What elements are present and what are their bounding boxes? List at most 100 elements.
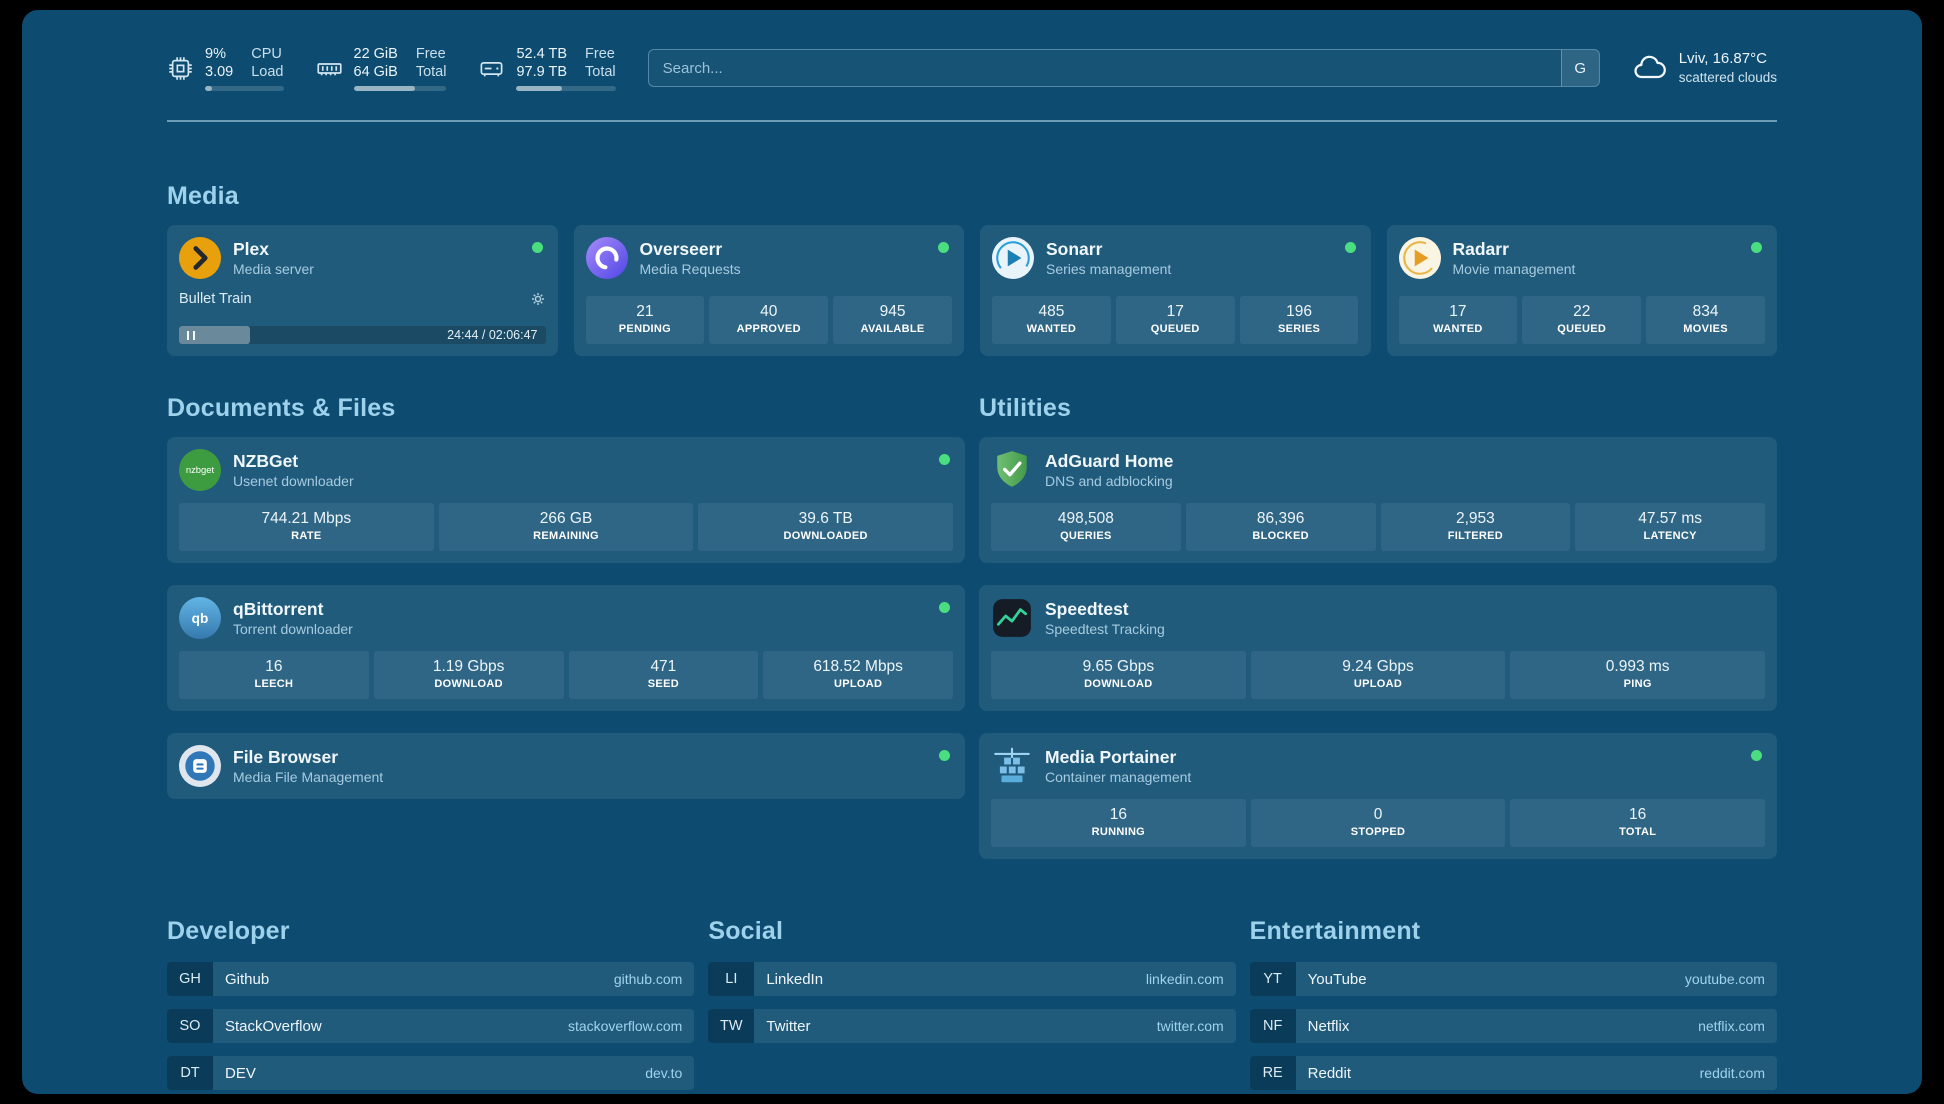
stat-leech: 16 LEECH: [179, 651, 369, 699]
playback-progress-bar[interactable]: 24:44 / 02:06:47: [179, 326, 546, 344]
service-subtitle: Movie management: [1452, 261, 1576, 277]
service-card-adguard[interactable]: AdGuard Home DNS and adblocking 498,508 Q…: [979, 437, 1777, 563]
search-input[interactable]: [648, 50, 1561, 86]
service-card-plex[interactable]: Plex Media server Bullet Train: [167, 225, 558, 356]
service-title: File Browser: [233, 747, 339, 767]
stat-upload: 9.24 Gbps UPLOAD: [1250, 651, 1506, 699]
memory-total-label: Total: [415, 64, 447, 81]
service-subtitle: DNS and adblocking: [1045, 473, 1173, 489]
service-card-qbittorrent[interactable]: qb qBittorrent Torrent downloader 16 LEEC…: [167, 585, 965, 711]
stat-wanted: 485 WANTED: [992, 296, 1111, 344]
weather-location-temp: Lviv, 16.87°C: [1678, 50, 1767, 67]
documents-section: Documents & Files nzbget NZBGet Usenet d…: [167, 394, 965, 859]
cloud-icon: [1632, 50, 1668, 86]
status-dot: [938, 242, 949, 253]
service-title: Overseerr: [639, 239, 723, 259]
memory-free-value: 22 GiB: [353, 46, 398, 63]
filebrowser-icon: [179, 745, 221, 787]
service-card-radarr[interactable]: Radarr Movie management 17 WANTED 22 QUEUE…: [1386, 225, 1777, 356]
svg-text:nzbget: nzbget: [186, 465, 215, 476]
disk-widget: 52.4 TB 97.9 TB Free Total: [478, 45, 616, 91]
stat-seed: 471 SEED: [568, 651, 759, 699]
bookmark-abbr: GH: [167, 962, 213, 996]
stat-queued: 22 QUEUED: [1522, 296, 1642, 344]
search-provider-button[interactable]: G: [1560, 50, 1599, 86]
service-card-portainer[interactable]: Media Portainer Container management 16 R…: [979, 733, 1777, 859]
bookmark-abbr: LI: [708, 962, 755, 996]
utilities-section: Utilities AdGuard Home DNS and adblockin…: [979, 394, 1777, 859]
cpu-usage-value: 9%: [205, 46, 226, 63]
search-bar: G: [647, 49, 1600, 87]
dashboard: 9% 3.09 CPU Load: [22, 10, 1922, 1094]
media-heading: Media: [167, 182, 239, 210]
status-dot: [1751, 750, 1762, 761]
cpu-load-value: 3.09: [205, 64, 234, 81]
stat-download: 1.19 Gbps DOWNLOAD: [373, 651, 564, 699]
service-card-sonarr[interactable]: Sonarr Series management 485 WANTED 17 QUE…: [980, 225, 1371, 356]
bookmarks-developer: Developer GH Github github.com SO StackOv…: [167, 917, 695, 1094]
stat-downloaded: 39.6 TB DOWNLOADED: [698, 503, 954, 551]
bookmark-domain: dev.to: [645, 1065, 683, 1081]
stat-upload: 618.52 Mbps UPLOAD: [763, 651, 953, 699]
bookmark-dev[interactable]: DT DEV dev.to: [167, 1056, 695, 1090]
service-card-overseerr[interactable]: Overseerr Media Requests 21 PENDING 40 APP…: [573, 225, 964, 356]
cpu-widget: 9% 3.09 CPU Load: [167, 45, 284, 91]
stat-ping: 0.993 ms PING: [1510, 651, 1766, 699]
stat-running: 16 RUNNING: [991, 799, 1246, 847]
stat-latency: 47.57 ms LATENCY: [1575, 503, 1765, 551]
bookmark-name: DEV: [225, 1064, 256, 1082]
stat-stopped: 0 STOPPED: [1250, 799, 1506, 847]
now-playing-title: Bullet Train: [179, 291, 252, 307]
service-card-speedtest[interactable]: Speedtest Speedtest Tracking 9.65 Gbps DO…: [979, 585, 1777, 711]
bookmark-domain: reddit.com: [1699, 1065, 1765, 1081]
header-divider: [167, 120, 1777, 122]
bookmark-netflix[interactable]: NF Netflix netflix.com: [1249, 1009, 1777, 1043]
service-title: Media Portainer: [1045, 747, 1177, 767]
bookmark-reddit[interactable]: RE Reddit reddit.com: [1249, 1056, 1777, 1090]
bookmark-github[interactable]: GH Github github.com: [167, 962, 695, 996]
service-card-filebrowser[interactable]: File Browser Media File Management: [167, 733, 965, 799]
memory-free-label: Free: [415, 46, 446, 63]
memory-total-value: 64 GiB: [353, 64, 398, 81]
overseerr-icon: [585, 237, 628, 279]
disk-total-label: Total: [585, 64, 616, 81]
status-dot: [939, 602, 950, 613]
bookmark-abbr: SO: [167, 1009, 213, 1043]
developer-heading: Developer: [167, 917, 290, 945]
stat-series: 196 SERIES: [1239, 296, 1359, 344]
status-dot: [1751, 242, 1762, 253]
stat-movies: 834 MOVIES: [1646, 296, 1765, 344]
stat-available: 945 AVAILABLE: [833, 296, 952, 344]
memory-progress-bar: [353, 86, 447, 91]
bookmark-twitter[interactable]: TW Twitter twitter.com: [708, 1009, 1236, 1043]
bookmark-name: Twitter: [766, 1017, 811, 1035]
playback-progress-fill: [179, 326, 251, 344]
bookmark-youtube[interactable]: YT YouTube youtube.com: [1249, 962, 1777, 996]
disk-total-value: 97.9 TB: [516, 64, 568, 81]
qbittorrent-icon: qb: [179, 597, 221, 639]
svg-text:qb: qb: [192, 611, 209, 626]
bookmark-name: StackOverflow: [225, 1017, 322, 1035]
stat-total: 16 TOTAL: [1510, 799, 1766, 847]
bookmark-domain: stackoverflow.com: [567, 1018, 683, 1034]
bookmark-abbr: TW: [708, 1009, 755, 1043]
bookmark-abbr: DT: [167, 1056, 213, 1090]
disk-free-label: Free: [585, 46, 615, 63]
bookmarks-social: Social LI LinkedIn linkedin.com TW Twitte…: [708, 917, 1236, 1094]
bookmarks-entertainment: Entertainment YT YouTube youtube.com NF N…: [1249, 917, 1777, 1094]
service-card-nzbget[interactable]: nzbget NZBGet Usenet downloader 744.21 M…: [167, 437, 965, 563]
bookmark-linkedin[interactable]: LI LinkedIn linkedin.com: [708, 962, 1236, 996]
stat-rate: 744.21 Mbps RATE: [179, 503, 434, 551]
nzbget-icon: nzbget: [179, 449, 221, 491]
cpu-chip-icon: [167, 55, 194, 82]
settings-gear-icon[interactable]: [530, 291, 546, 307]
documents-heading: Documents & Files: [167, 394, 396, 422]
bookmark-stackoverflow[interactable]: SO StackOverflow stackoverflow.com: [167, 1009, 695, 1043]
service-subtitle: Series management: [1046, 261, 1172, 277]
plex-player: 24:44 / 02:06:47: [179, 326, 546, 344]
stat-approved: 40 APPROVED: [709, 296, 829, 344]
speedtest-icon: [991, 597, 1033, 639]
stat-queued: 17 QUEUED: [1115, 296, 1235, 344]
pause-icon[interactable]: [187, 330, 195, 340]
bookmark-domain: twitter.com: [1156, 1018, 1224, 1034]
